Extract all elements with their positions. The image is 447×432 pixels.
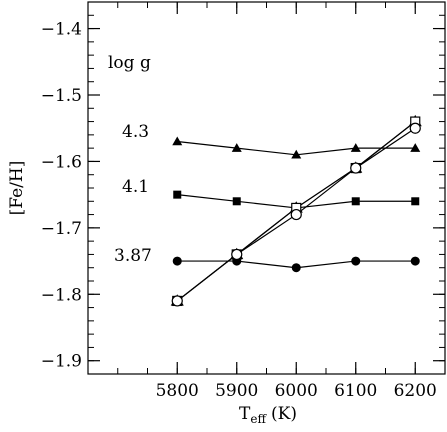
y-tick-label: −1.7 bbox=[41, 219, 82, 239]
data-point-triangle bbox=[291, 149, 302, 159]
data-point-circle bbox=[291, 263, 301, 273]
data-point-circle bbox=[409, 122, 421, 134]
series-markers bbox=[170, 114, 422, 307]
x-axis-label: Teff (K) bbox=[239, 404, 297, 426]
legend-heading: log g bbox=[108, 53, 151, 73]
series-label-4-3: 4.3 bbox=[122, 122, 149, 142]
data-point-square bbox=[411, 197, 420, 206]
series-label-3-87: 3.87 bbox=[114, 246, 152, 266]
axis-ticks bbox=[87, 1, 446, 375]
data-point-circle bbox=[171, 295, 183, 307]
x-tick-label: 6000 bbox=[275, 381, 318, 401]
data-point-square bbox=[351, 197, 360, 206]
y-tick-label: −1.8 bbox=[41, 285, 82, 305]
y-tick-label: −1.4 bbox=[41, 20, 82, 40]
x-tick-label: 6200 bbox=[394, 381, 437, 401]
tick-labels: 5800 5900 6000 6100 6200 −1.9 −1.8 −1.7 −1.6 −1.5… bbox=[41, 20, 437, 401]
y-tick-label: −1.9 bbox=[41, 352, 82, 372]
data-point-triangle bbox=[172, 136, 183, 146]
data-point-circle bbox=[172, 256, 182, 266]
data-point-circle bbox=[350, 162, 362, 174]
x-tick-label: 6100 bbox=[334, 381, 377, 401]
data-point-circle bbox=[231, 248, 243, 261]
y-axis-label: [Fe/H] bbox=[7, 161, 27, 216]
data-point-square bbox=[232, 197, 241, 206]
x-axis-label-unit: (K) bbox=[271, 404, 297, 424]
y-tick-label: −1.5 bbox=[41, 86, 82, 106]
x-axis-label-main: T bbox=[239, 404, 251, 424]
data-point-triangle bbox=[231, 143, 242, 152]
data-point-triangle bbox=[350, 143, 361, 152]
data-point-circle bbox=[290, 208, 302, 221]
data-point-square bbox=[173, 190, 182, 199]
data-point-triangle bbox=[410, 143, 421, 152]
series-label-4-1: 4.1 bbox=[122, 177, 149, 197]
data-point-circle bbox=[351, 256, 361, 266]
x-tick-label: 5900 bbox=[215, 381, 258, 401]
x-tick-label: 5800 bbox=[156, 381, 199, 401]
data-point-circle bbox=[410, 256, 420, 266]
y-tick-label: −1.6 bbox=[41, 152, 82, 172]
x-axis-label-subscript: eff bbox=[250, 412, 267, 426]
